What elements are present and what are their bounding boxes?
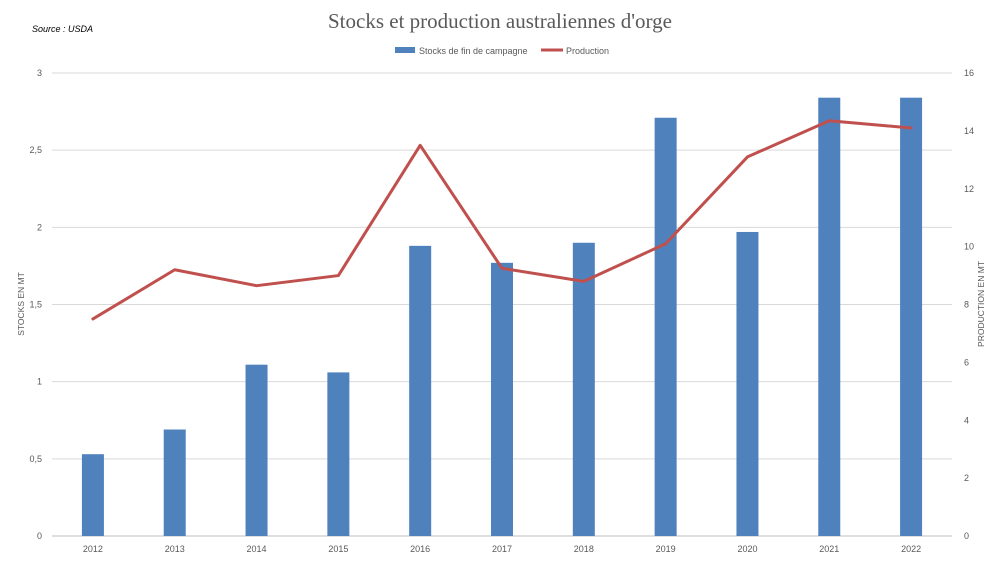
x-tick-label: 2018	[574, 544, 594, 554]
left-tick-label: 2,5	[29, 145, 42, 155]
x-tick-label: 2019	[656, 544, 676, 554]
right-axis-ticks: 0 2 4 6 8 10 12 14 16	[964, 68, 974, 541]
right-tick-label: 0	[964, 531, 969, 541]
left-tick-label: 3	[37, 68, 42, 78]
legend: Stocks de fin de campagne Production	[395, 46, 609, 56]
x-tick-label: 2013	[165, 544, 185, 554]
right-tick-label: 2	[964, 473, 969, 483]
right-tick-label: 12	[964, 184, 974, 194]
x-tick-label: 2014	[247, 544, 267, 554]
right-tick-label: 8	[964, 300, 969, 310]
x-axis-ticks: 2012 2013 2014 2015 2016 2017 2018 2019 2020 2021…	[83, 544, 921, 554]
right-tick-label: 10	[964, 242, 974, 252]
bar-stocks-2018	[572, 242, 595, 536]
left-axis-title: STOCKS EN MT	[16, 272, 26, 336]
bar-stocks-2019	[654, 117, 677, 537]
x-tick-label: 2022	[901, 544, 921, 554]
source-note: Source : USDA	[32, 24, 93, 34]
x-tick-label: 2016	[410, 544, 430, 554]
bar-stocks-2021	[818, 97, 841, 537]
bar-stocks-2013	[163, 429, 186, 536]
left-tick-label: 1,5	[29, 300, 42, 310]
x-tick-label: 2012	[83, 544, 103, 554]
line-series-production	[91, 119, 913, 321]
x-tick-label: 2020	[737, 544, 757, 554]
left-tick-label: 0,5	[29, 454, 42, 464]
bar-stocks-2017	[491, 262, 513, 536]
legend-label-stocks: Stocks de fin de campagne	[419, 46, 528, 56]
x-tick-label: 2021	[819, 544, 839, 554]
bar-stocks-2022	[900, 97, 923, 537]
bar-stocks-2014	[245, 364, 268, 536]
bar-stocks-2016	[409, 245, 432, 536]
x-tick-label: 2015	[328, 544, 348, 554]
bar-series-stocks	[81, 97, 923, 537]
left-tick-label: 2	[37, 222, 42, 232]
legend-swatch-stocks	[395, 47, 415, 53]
right-tick-label: 14	[964, 126, 974, 136]
left-tick-label: 0	[37, 531, 42, 541]
right-tick-label: 4	[964, 415, 969, 425]
chart-title: Stocks et production australiennes d'org…	[328, 9, 672, 33]
left-tick-label: 1	[37, 377, 42, 387]
right-axis-title: PRODUCTION EN MT	[976, 261, 986, 347]
right-tick-label: 16	[964, 68, 974, 78]
bar-stocks-2020	[736, 231, 759, 537]
x-tick-label: 2017	[492, 544, 512, 554]
bar-stocks-2012	[81, 454, 104, 536]
left-axis-ticks: 0 0,5 1 1,5 2 2,5 3	[29, 68, 42, 541]
bar-stocks-2015	[327, 372, 350, 536]
legend-label-production: Production	[566, 46, 609, 56]
production-line	[91, 119, 913, 321]
right-tick-label: 6	[964, 357, 969, 367]
